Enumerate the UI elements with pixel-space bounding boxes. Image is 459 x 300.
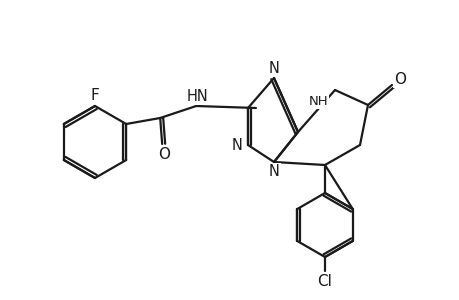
Text: F: F [90, 88, 99, 103]
Text: O: O [158, 146, 170, 161]
Text: HN: HN [186, 88, 207, 104]
Text: O: O [393, 71, 405, 86]
Text: N: N [268, 61, 279, 76]
Text: Cl: Cl [317, 274, 332, 289]
Text: N: N [231, 137, 242, 152]
Text: N: N [268, 164, 279, 179]
Text: NH: NH [308, 94, 328, 107]
